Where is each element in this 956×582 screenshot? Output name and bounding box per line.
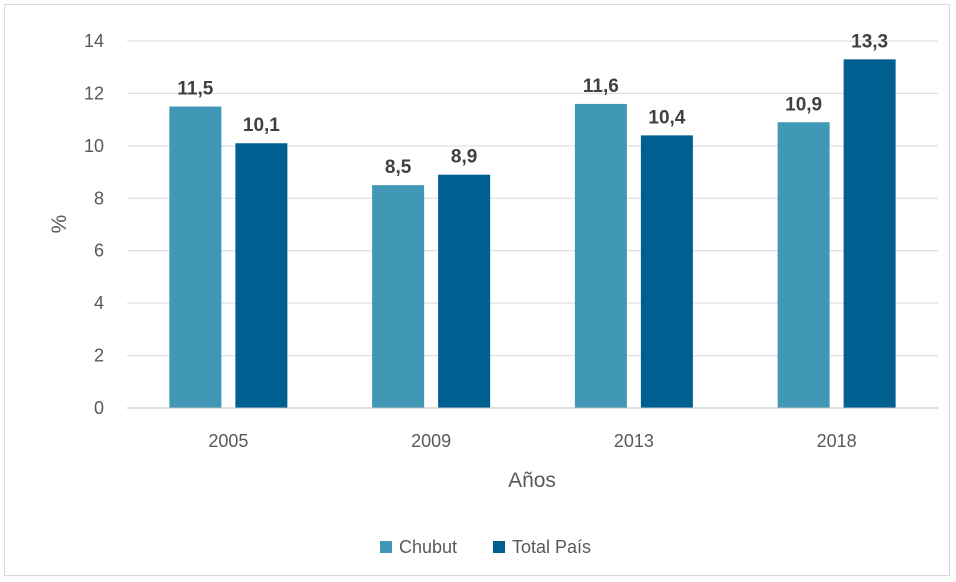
x-axis-ticks: 2005 2009 2013 2018 [208,431,856,451]
y-tick-label: 4 [94,293,104,313]
legend: Chubut Total País [380,537,591,557]
bar-2005-series-1 [169,106,222,409]
data-label: 10,1 [243,115,280,136]
bar-2009-series-1 [372,185,425,408]
bar-2018-series-2 [843,59,896,408]
data-label: 8,9 [451,147,477,168]
y-axis-ticks: 0 2 4 6 8 10 12 14 [84,31,104,418]
y-tick-label: 14 [84,31,104,51]
x-tick-label: 2018 [817,431,857,451]
legend-label: Total País [512,537,591,557]
data-label: 13,3 [851,31,888,52]
bar-2013-series-1 [574,103,627,409]
data-labels: 11,5 10,1 8,5 8,9 11,6 10,4 10,9 13,3 [177,31,888,178]
data-label: 11,6 [583,76,619,97]
legend-swatch [493,541,505,553]
data-label: 10,4 [648,107,685,128]
y-tick-label: 10 [84,136,104,156]
bars [169,59,896,409]
y-tick-label: 8 [94,188,104,208]
legend-swatch [380,541,392,553]
data-label: 11,5 [177,79,213,100]
y-axis-title: % [48,215,71,234]
y-tick-label: 0 [94,398,104,418]
bar-2009-series-2 [438,174,491,408]
data-label: 10,9 [785,94,822,115]
legend-item-2: Total País [493,537,591,557]
bar-2013-series-2 [640,135,693,408]
x-tick-label: 2009 [411,431,451,451]
y-tick-label: 12 [84,83,104,103]
legend-label: Chubut [399,537,457,557]
legend-item-1: Chubut [380,537,457,557]
data-label: 8,5 [385,157,412,178]
y-tick-label: 6 [94,241,104,261]
y-tick-label: 2 [94,346,104,366]
bar-2005-series-2 [235,143,288,408]
x-tick-label: 2005 [208,431,248,451]
x-axis-title: Años [508,469,556,492]
x-tick-label: 2013 [614,431,654,451]
bar-2018-series-1 [777,122,830,408]
